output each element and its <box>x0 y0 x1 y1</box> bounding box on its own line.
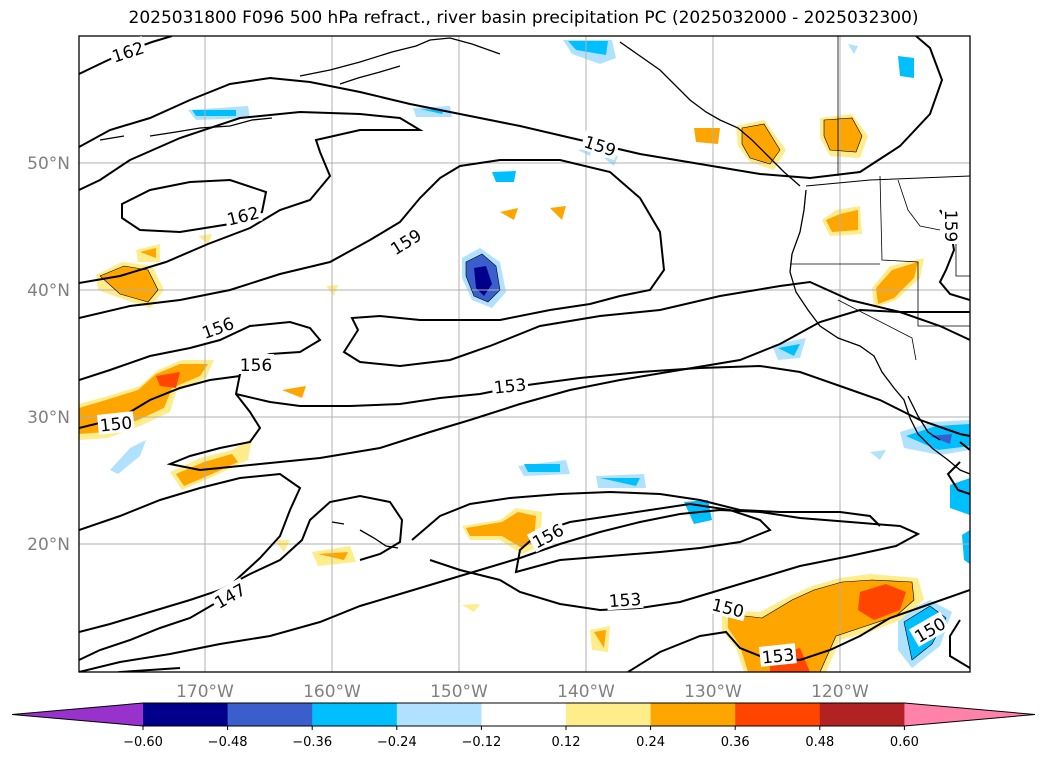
colorbar-tick-label: −0.48 <box>208 735 248 750</box>
colorbar-segment <box>143 703 229 726</box>
colorbar-segment <box>735 703 821 726</box>
precip-shading <box>79 40 970 672</box>
lon-label-160w: 160°W <box>303 682 361 702</box>
contour-label: 150 <box>99 413 133 436</box>
colorbar-tick-label: 0.36 <box>721 735 750 750</box>
colorbar-extend-min <box>12 703 143 726</box>
colorbar-ticks: −0.60 −0.48 −0.36 −0.24 −0.12 0.12 0.24 0.36 0.4… <box>123 726 919 750</box>
colorbar-tick-label: 0.48 <box>805 735 834 750</box>
lat-label-20n: 20°N <box>27 535 70 555</box>
contour-label: 153 <box>493 375 527 398</box>
contour-label: 156 <box>240 356 272 376</box>
lon-label-120w: 120°W <box>811 682 869 702</box>
map-title: 2025031800 F096 500 hPa refract., river … <box>128 8 919 28</box>
colorbar-tick-label: −0.36 <box>292 735 332 750</box>
map-frame <box>78 35 971 673</box>
contour-label: 150 <box>710 595 746 622</box>
colorbar-extend-max <box>904 703 1035 726</box>
colorbar-tick-label: 0.12 <box>552 735 581 750</box>
lon-label-170w: 170°W <box>176 682 234 702</box>
colorbar-segment <box>650 703 736 726</box>
contour-label: 159 <box>940 210 960 242</box>
colorbar-tick-label: −0.60 <box>123 735 163 750</box>
height-contours <box>79 36 970 672</box>
colorbar-segments <box>11 702 1036 727</box>
lat-label-30n: 30°N <box>27 408 70 428</box>
contour-label: 162 <box>225 203 261 230</box>
lon-label-130w: 130°W <box>684 682 742 702</box>
colorbar-tick-label: −0.12 <box>461 735 501 750</box>
latitude-labels: 50°N 40°N 30°N 20°N <box>27 154 70 555</box>
contour-label: 153 <box>608 590 642 612</box>
colorbar-segment <box>481 703 567 726</box>
contour-label: 159 <box>581 132 618 161</box>
graticule <box>79 36 970 672</box>
contour-label: 162 <box>110 38 147 67</box>
colorbar-segment <box>312 703 398 726</box>
colorbar-segment <box>819 703 905 726</box>
lat-label-40n: 40°N <box>27 281 70 301</box>
lon-label-140w: 140°W <box>557 682 615 702</box>
map-area <box>79 36 970 672</box>
longitude-labels: 170°W 160°W 150°W 140°W 130°W 120°W <box>176 682 869 702</box>
colorbar-tick-label: 0.24 <box>636 735 665 750</box>
colorbar: −0.60 −0.48 −0.36 −0.24 −0.12 0.12 0.24 0.36 0.4… <box>11 702 1036 750</box>
lat-label-50n: 50°N <box>27 154 70 174</box>
colorbar-segment <box>396 703 482 726</box>
coastlines <box>99 36 970 549</box>
contour-labels: 162 162 159 159 159 156 156 156 153 153 … <box>96 35 962 669</box>
lon-label-150w: 150°W <box>430 682 488 702</box>
colorbar-segment <box>566 703 652 726</box>
contour-label: 153 <box>761 645 795 668</box>
colorbar-tick-label: −0.24 <box>377 735 417 750</box>
colorbar-segment <box>227 703 313 726</box>
colorbar-tick-label: 0.60 <box>890 735 919 750</box>
